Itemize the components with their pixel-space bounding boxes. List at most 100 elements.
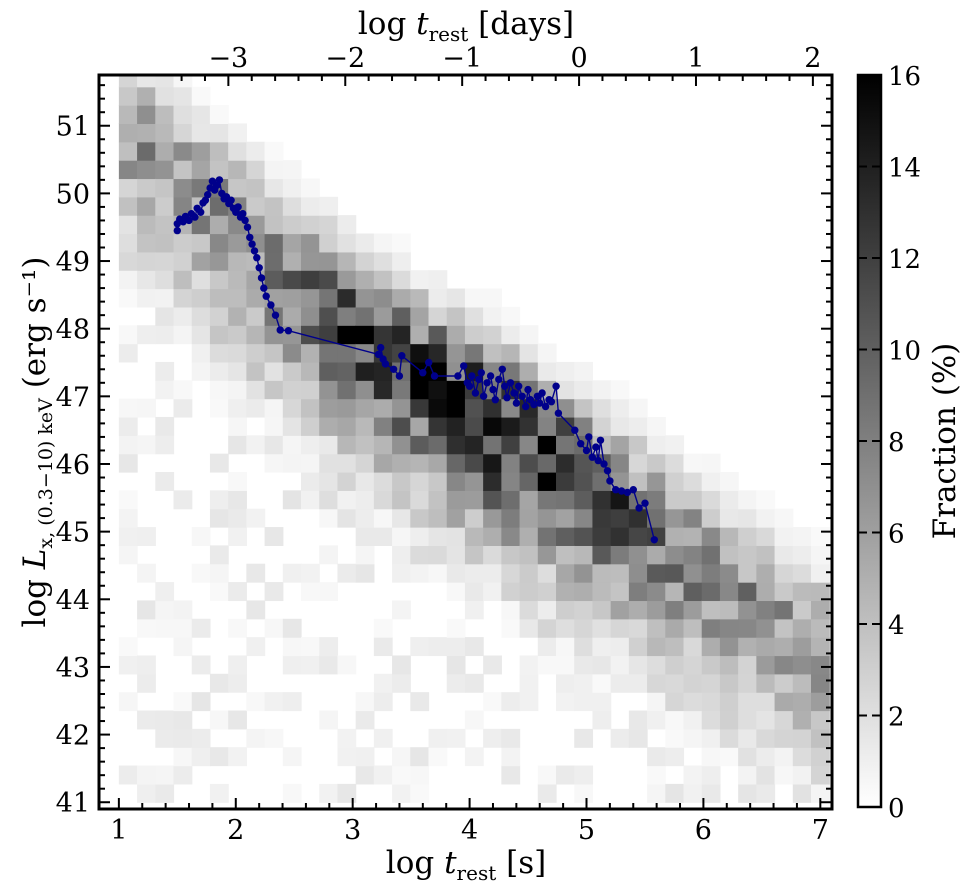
heatmap-cell — [446, 563, 466, 583]
heatmap-cell — [319, 472, 339, 491]
heatmap-cell — [301, 655, 320, 675]
heatmap-cell — [738, 637, 757, 657]
heatmap-cell — [501, 527, 521, 546]
heatmap-cell — [337, 270, 357, 290]
heatmap-cell — [665, 453, 685, 473]
heatmap-cell — [355, 508, 375, 528]
heatmap-cell — [410, 306, 430, 326]
heatmap-cell — [537, 765, 557, 785]
heatmap-cell — [118, 178, 138, 198]
heatmap-cell — [811, 692, 830, 712]
heatmap-cell — [647, 508, 666, 528]
heatmap-cell — [428, 288, 448, 308]
heatmap-cell — [738, 563, 757, 583]
heatmap-cell — [683, 600, 703, 620]
light-curve-point — [577, 440, 585, 448]
heatmap-cell — [137, 270, 156, 290]
heatmap-cell — [610, 600, 630, 620]
heatmap-cell — [719, 490, 739, 510]
heatmap-cell — [137, 710, 156, 730]
heatmap-cell — [647, 692, 666, 712]
light-curve-point — [486, 372, 495, 380]
heatmap-cell — [428, 728, 448, 748]
heatmap-cell — [191, 563, 211, 583]
heatmap-cell — [792, 563, 812, 583]
heatmap-cell — [738, 655, 757, 675]
heatmap-cell — [319, 251, 339, 271]
heatmap-cell — [301, 215, 320, 235]
heatmap-cell — [519, 582, 539, 602]
heatmap-cell — [264, 178, 284, 198]
heatmap-cell — [428, 398, 448, 418]
heatmap-cell — [592, 380, 612, 400]
heatmap-cell — [537, 435, 557, 455]
heatmap-cell — [209, 325, 229, 345]
heatmap-cell — [337, 655, 357, 675]
heatmap-cell — [246, 325, 266, 345]
heatmap-cell — [137, 123, 156, 143]
heatmap-cell — [228, 747, 247, 767]
light-curve-point — [468, 372, 476, 380]
heatmap-cell — [282, 637, 302, 657]
light-curve — [173, 176, 658, 544]
colorbar-tick-label: 12 — [888, 245, 921, 275]
colorbar-tick-label: 10 — [888, 337, 921, 367]
x2-tick-label: −2 — [325, 43, 365, 74]
heatmap-cell — [537, 582, 557, 602]
heatmap-cell — [592, 692, 612, 712]
light-curve-point — [185, 216, 193, 225]
heatmap-cell — [647, 527, 666, 546]
heatmap-cell — [319, 655, 339, 675]
heatmap-cell — [137, 251, 156, 271]
heatmap-cell — [592, 600, 612, 620]
heatmap-cell — [410, 380, 430, 400]
heatmap-cell — [319, 416, 339, 436]
heatmap-cell — [137, 435, 156, 455]
heatmap-cell — [282, 398, 302, 418]
heatmap-cell — [392, 527, 411, 546]
heatmap-cell — [628, 435, 648, 455]
plot-frame — [97, 73, 834, 811]
heatmap-cell — [665, 472, 685, 491]
heatmap-cell — [118, 105, 138, 125]
heatmap-cell — [319, 380, 339, 400]
heatmap-cell — [628, 618, 648, 638]
heatmap-cell — [574, 655, 594, 675]
heatmap-cell — [337, 306, 357, 326]
heatmap-cell — [355, 270, 375, 290]
heatmap-cell — [719, 728, 739, 748]
heatmap-cell — [337, 472, 357, 491]
heatmap-cell — [209, 288, 229, 308]
heatmap-cell — [337, 508, 357, 528]
heatmap-cell — [792, 618, 812, 638]
heatmap-cell — [556, 472, 575, 491]
heatmap-cell — [246, 343, 266, 363]
heatmap-cell — [155, 270, 175, 290]
heatmap-cell — [701, 453, 721, 473]
heatmap-cell — [191, 160, 211, 180]
light-curve-point — [641, 499, 649, 507]
heatmap-cell — [209, 563, 229, 583]
x-tick-label: 7 — [812, 815, 829, 846]
heatmap-cell — [191, 692, 211, 712]
heatmap-cell — [137, 86, 156, 106]
heatmap-cell — [155, 233, 175, 253]
heatmap-cell — [574, 472, 594, 491]
heatmap-cell — [355, 325, 375, 345]
heatmap-cell — [701, 637, 721, 657]
heatmap-cell — [738, 545, 757, 565]
heatmap-cell — [228, 160, 247, 180]
heatmap-cell — [155, 380, 175, 400]
heatmap-cell — [155, 215, 175, 235]
heatmap-cell — [665, 692, 685, 712]
heatmap-cell — [282, 747, 302, 767]
heatmap-cell — [392, 233, 411, 253]
heatmap-cell — [319, 582, 339, 602]
heatmap-cell — [173, 270, 193, 290]
x-tick-label: 5 — [578, 815, 595, 846]
heatmap-cell — [392, 288, 411, 308]
heatmap-cell — [392, 306, 411, 326]
heatmap-cell — [301, 490, 320, 510]
heatmap-cell — [501, 582, 521, 602]
heatmap-cell — [647, 563, 666, 583]
